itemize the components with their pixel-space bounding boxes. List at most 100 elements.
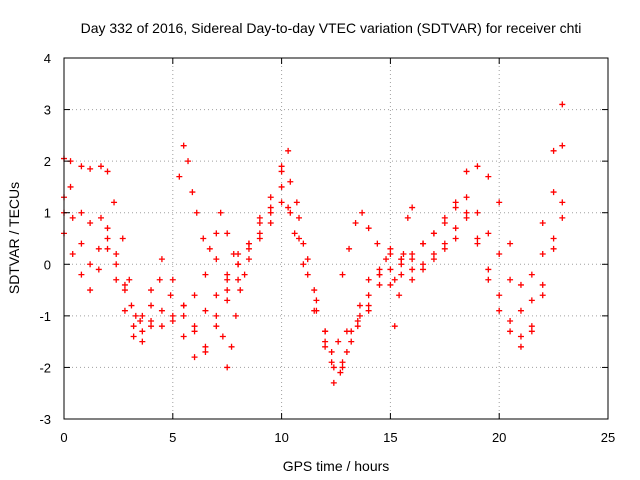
data-point [119, 235, 126, 242]
data-point [78, 163, 85, 170]
data-point [300, 261, 307, 268]
data-point [328, 359, 335, 366]
data-point [463, 168, 470, 175]
data-point [256, 214, 263, 221]
data-point [559, 199, 566, 206]
data-point [224, 271, 231, 278]
data-point [365, 307, 372, 314]
y-tick-label: 4 [44, 51, 51, 66]
y-tick-label: 3 [44, 103, 51, 118]
y-tick-label: 1 [44, 206, 51, 221]
data-point [550, 245, 557, 252]
data-point [130, 323, 137, 330]
data-point [121, 281, 128, 288]
data-point [539, 292, 546, 299]
data-point [202, 271, 209, 278]
data-point [139, 312, 146, 319]
data-point [474, 240, 481, 247]
data-point [202, 348, 209, 355]
data-point [278, 168, 285, 175]
data-point [365, 276, 372, 283]
data-point [387, 250, 394, 257]
data-point [559, 101, 566, 108]
data-point [87, 220, 94, 227]
data-point [87, 165, 94, 172]
data-point [287, 209, 294, 216]
plot-frame [63, 57, 609, 420]
data-point [387, 245, 394, 252]
data-point [383, 256, 390, 263]
data-point [376, 266, 383, 273]
data-point [463, 214, 470, 221]
data-point [113, 261, 120, 268]
data-point [213, 256, 220, 263]
data-point [539, 281, 546, 288]
data-point [267, 194, 274, 201]
data-point [550, 235, 557, 242]
data-point [400, 250, 407, 257]
data-point [78, 271, 85, 278]
data-point [420, 261, 427, 268]
data-point [304, 271, 311, 278]
data-point [213, 323, 220, 330]
data-point [130, 333, 137, 340]
x-tick-label: 20 [492, 430, 506, 445]
data-point [104, 235, 111, 242]
data-point [235, 261, 242, 268]
series-track-4 [61, 163, 566, 371]
data-point [387, 281, 394, 288]
data-point [354, 323, 361, 330]
data-point [409, 256, 416, 263]
data-point [245, 240, 252, 247]
data-point [191, 328, 198, 335]
y-tick-label: -1 [39, 309, 51, 324]
y-tick-label: 0 [44, 257, 51, 272]
data-point [337, 369, 344, 376]
data-point [463, 209, 470, 216]
data-point [148, 318, 155, 325]
data-point [235, 276, 242, 283]
x-tick-label: 5 [169, 430, 176, 445]
data-point [224, 364, 231, 371]
data-point [193, 209, 200, 216]
data-point [97, 163, 104, 170]
data-point [121, 287, 128, 294]
data-point [343, 348, 350, 355]
data-point [376, 281, 383, 288]
data-point [539, 220, 546, 227]
data-point [352, 220, 359, 227]
data-point [224, 230, 231, 237]
data-point [354, 318, 361, 325]
data-point [113, 250, 120, 257]
data-point [256, 230, 263, 237]
data-point [313, 297, 320, 304]
data-point [291, 230, 298, 237]
data-point [339, 364, 346, 371]
data-point [387, 266, 394, 273]
x-tick-label: 25 [601, 430, 615, 445]
data-point [550, 189, 557, 196]
data-point [67, 183, 74, 190]
data-point [311, 287, 318, 294]
data-point [339, 359, 346, 366]
data-point [176, 173, 183, 180]
data-point [528, 328, 535, 335]
data-point [224, 287, 231, 294]
data-point [278, 163, 285, 170]
data-point [69, 250, 76, 257]
data-point [507, 276, 514, 283]
data-point [121, 307, 128, 314]
data-point [330, 364, 337, 371]
data-point [409, 276, 416, 283]
data-point [191, 323, 198, 330]
data-point [322, 338, 329, 345]
data-point [409, 250, 416, 257]
data-point [507, 240, 514, 247]
data-point [296, 235, 303, 242]
data-point [517, 281, 524, 288]
data-point [111, 199, 118, 206]
chart-title: Day 332 of 2016, Sidereal Day-to-day VTE… [81, 20, 582, 36]
series-track-3 [61, 199, 566, 386]
data-point [452, 235, 459, 242]
